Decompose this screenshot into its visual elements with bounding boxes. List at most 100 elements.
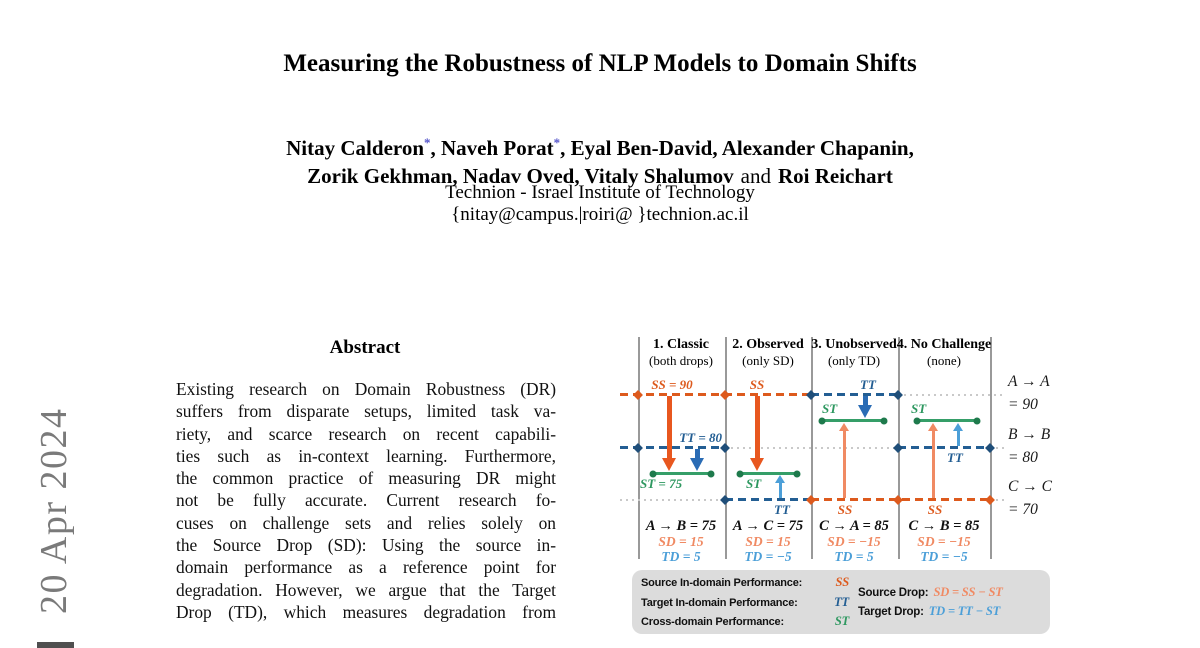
line-marker bbox=[720, 389, 730, 400]
negative-target-drop-arrow bbox=[956, 431, 960, 446]
column-title: 4. No Challenge bbox=[896, 337, 992, 352]
result-label: A → B = 75 bbox=[645, 518, 717, 534]
target-drop-arrow bbox=[862, 396, 868, 405]
legend-label: Source In-domain Performance: bbox=[641, 577, 803, 589]
abstract-line: the common practice of measuring DR migh… bbox=[176, 468, 556, 489]
tt-label: TT bbox=[947, 450, 963, 465]
source-drop-arrowhead bbox=[661, 458, 676, 471]
st-endpoint bbox=[793, 470, 801, 477]
negative-source-drop-arrowhead bbox=[839, 423, 849, 431]
sd-value: SD = −15 bbox=[917, 534, 971, 549]
legend-row: Target Drop: TD = TT − ST bbox=[858, 604, 1042, 619]
line-marker bbox=[633, 389, 643, 400]
legend-label: Cross-domain Performance: bbox=[641, 616, 784, 628]
legend-row: Source In-domain Performance: SS bbox=[641, 575, 849, 590]
legend-label: Target In-domain Performance: bbox=[641, 596, 798, 609]
figure-legend: Source In-domain Performance: SS Target … bbox=[632, 570, 1050, 634]
result-label: A → C = 75 bbox=[732, 518, 804, 534]
gridline-70 bbox=[620, 498, 725, 501]
author-name: Nitay Calderon bbox=[286, 136, 425, 160]
abstract-line: Drop (TD), which measures degradation fr… bbox=[176, 601, 556, 622]
ss-label: SS bbox=[749, 377, 765, 392]
gridline-70 bbox=[990, 498, 1004, 501]
footnote-asterisk: * bbox=[553, 135, 561, 150]
st-75-label: ST = 75 bbox=[640, 476, 683, 491]
line-marker bbox=[893, 442, 903, 453]
arxiv-date-stamp: 20 Apr 2024 bbox=[33, 407, 75, 615]
abstract-line: ties such as in-context learning. Furthe… bbox=[176, 445, 556, 466]
legend-value: ST bbox=[834, 614, 849, 628]
ss-90-label: SS = 90 bbox=[651, 377, 693, 392]
legend-row: Cross-domain Performance: ST bbox=[641, 614, 849, 629]
td-value: TD = −5 bbox=[920, 549, 968, 564]
td-value: TD = 5 bbox=[834, 549, 874, 564]
source-drop-arrow bbox=[666, 396, 672, 458]
result-label: C → A = 85 bbox=[819, 518, 889, 534]
legend-formula: TD = TT − ST bbox=[928, 604, 1001, 618]
st-endpoint bbox=[736, 470, 744, 477]
author-name: , Eyal Ben-David, Alexander Chapanin, bbox=[560, 136, 914, 160]
column-title: 3. Unobserved bbox=[811, 337, 897, 352]
ss-label: SS bbox=[927, 502, 943, 517]
author-line-2: Zorik Gekhman, Nadav Oved, Vitaly Shalum… bbox=[0, 162, 1200, 190]
gridline-80 bbox=[725, 446, 898, 449]
st-label: ST bbox=[746, 476, 762, 491]
line-marker bbox=[633, 442, 643, 453]
negative-source-drop-arrow bbox=[842, 431, 846, 498]
legend-formula: SD = SS − ST bbox=[933, 585, 1003, 599]
author-name: , Naveh Porat bbox=[430, 136, 554, 160]
legend-row: Target In-domain Performance: TT bbox=[641, 595, 849, 610]
column-title: 1. Classic bbox=[652, 337, 709, 352]
tt-label: TT bbox=[860, 377, 876, 392]
tt-line-80 bbox=[898, 446, 990, 449]
sd-value: SD = 15 bbox=[658, 534, 704, 549]
axis-pair-label: A → A bbox=[1008, 373, 1050, 390]
author-name: Zorik Gekhman, Nadav Oved, Vitaly Shalum… bbox=[307, 164, 734, 188]
negative-source-drop-arrow bbox=[931, 431, 935, 498]
line-marker bbox=[985, 442, 995, 453]
abstract-line: suffers from disparate setups, limited t… bbox=[176, 401, 556, 422]
email-line: {nitay@campus.|roiri@ }technion.ac.il bbox=[451, 204, 749, 225]
legend-value: TT bbox=[834, 594, 849, 609]
abstract-line: degradation. However, we argue that the … bbox=[176, 579, 556, 600]
tt-label: TT bbox=[774, 502, 790, 517]
gridline-90 bbox=[898, 393, 1004, 396]
axis-pair-label: C → C bbox=[1008, 478, 1052, 495]
axis-value-label: = 90 bbox=[1008, 396, 1038, 413]
sd-value: SD = 15 bbox=[745, 534, 791, 549]
abstract-line: domain performance as a reference point … bbox=[176, 557, 556, 578]
affiliation: Technion - Israel Institute of Technolog… bbox=[445, 182, 755, 203]
target-drop-arrowhead bbox=[857, 405, 872, 418]
column-subtitle: (none) bbox=[927, 353, 961, 368]
tt-80-label: TT = 80 bbox=[679, 430, 722, 445]
source-drop-arrow bbox=[754, 396, 760, 458]
abstract-line: not be fully accurate. Current research … bbox=[176, 490, 556, 511]
negative-target-drop-arrowhead bbox=[953, 423, 963, 431]
legend-value: SS bbox=[835, 575, 849, 589]
author-line-1: Nitay Calderon*, Naveh Porat*, Eyal Ben-… bbox=[0, 129, 1200, 162]
sd-value: SD = −15 bbox=[827, 534, 881, 549]
negative-source-drop-arrowhead bbox=[928, 423, 938, 431]
author-list: Nitay Calderon*, Naveh Porat*, Eyal Ben-… bbox=[0, 129, 1200, 190]
axis-value-label: = 80 bbox=[1008, 449, 1038, 466]
column-header-unobserved: 3. Unobserved (only TD) bbox=[811, 337, 897, 369]
st-endpoint bbox=[818, 417, 826, 424]
column-subtitle: (only TD) bbox=[827, 353, 881, 368]
st-label: ST bbox=[822, 401, 838, 416]
st-endpoint bbox=[707, 470, 715, 477]
column-header-no-challenge: 4. No Challenge (none) bbox=[897, 337, 992, 369]
st-line-col3 bbox=[822, 419, 884, 422]
abstract-line: riety, and scarce research on recent cap… bbox=[176, 423, 556, 444]
axis-pair-label: B → B bbox=[1008, 426, 1051, 443]
column-title: 2. Observed bbox=[732, 337, 804, 352]
negative-target-drop-arrow bbox=[778, 483, 782, 498]
legend-drop-block: Source Drop: SD = SS − ST Target Drop: T… bbox=[858, 585, 1042, 619]
result-label: C → B = 85 bbox=[908, 518, 980, 534]
source-drop-arrowhead bbox=[749, 458, 764, 471]
tt-line-70 bbox=[725, 498, 811, 501]
legend-performance-block: Source In-domain Performance: SS Target … bbox=[641, 575, 849, 629]
line-marker bbox=[806, 389, 816, 400]
line-marker bbox=[720, 494, 730, 505]
abstract-line: cuses on challenge sets and relies solel… bbox=[176, 512, 556, 533]
abstract-text: Existing research on Domain Robustness (… bbox=[176, 378, 556, 623]
